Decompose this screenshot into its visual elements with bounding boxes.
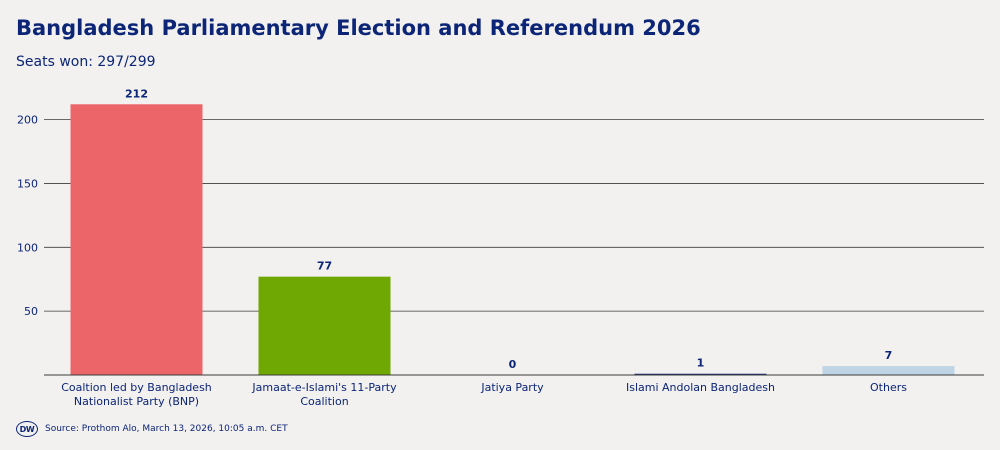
y-tick-label-50: 50 [24,305,38,318]
x-tick-label-2-0: Jatiya Party [480,381,544,394]
bar-3 [634,373,767,375]
x-tick-label-0-1: Nationalist Party (BNP) [74,395,199,408]
y-tick-label-200: 200 [17,114,38,127]
x-tick-label-0-0: Coaltion led by Bangladesh [61,381,212,394]
data-label-0: 212 [125,87,148,100]
source-note: Source: Prothom Alo, March 13, 2026, 10:… [45,424,288,434]
bar-4 [822,366,955,375]
x-tick-label-3-0: Islami Andolan Bangladesh [626,381,775,394]
bar-0 [70,104,203,375]
chart-title: Bangladesh Parliamentary Election and Re… [16,16,701,40]
x-tick-label-1-1: Coalition [300,395,348,408]
bar-1 [258,276,391,375]
y-tick-label-150: 150 [17,177,38,190]
y-tick-label-100: 100 [17,241,38,254]
x-tick-label-4-0: Others [870,381,907,394]
data-label-4: 7 [885,349,893,362]
bar-chart: 50 100 150 200 212 Coaltion led by Bangladesh… [17,87,984,408]
footer: DW Source: Prothom Alo, March 13, 2026, … [16,421,288,437]
data-label-2: 0 [509,358,517,371]
x-tick-label-1-0: Jamaat-e-Islami's 11-Party [251,381,397,394]
data-label-1: 77 [317,260,332,273]
dw-logo: DW [16,421,38,437]
chart-subtitle: Seats won: 297/299 [16,54,156,70]
data-label-3: 1 [697,357,705,370]
